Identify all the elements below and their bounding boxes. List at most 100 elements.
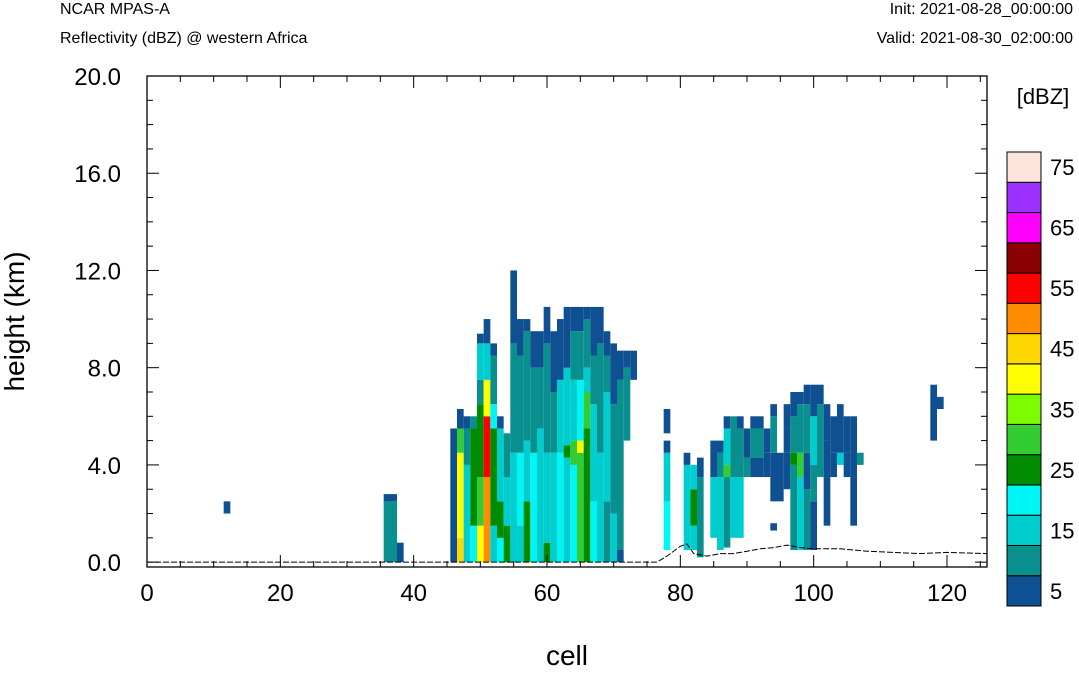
reflectivity-cell [577, 452, 584, 563]
reflectivity-cell [797, 391, 804, 405]
reflectivity-cell [850, 477, 857, 526]
reflectivity-cell [463, 428, 471, 465]
reflectivity-cell [563, 445, 571, 458]
reflectivity-cell [530, 331, 537, 368]
plot-frame [146, 75, 988, 568]
reflectivity-cell [683, 452, 691, 465]
reflectivity-cell [490, 428, 497, 526]
reflectivity-cell [577, 440, 584, 453]
reflectivity-cell [570, 306, 577, 332]
y-axis-title: height (km) [0, 251, 30, 391]
colorbar-label: 25 [1050, 458, 1074, 483]
colorbar-swatch [1006, 514, 1042, 546]
reflectivity-cell [490, 355, 497, 405]
reflectivity-cell [803, 404, 811, 453]
reflectivity-cell [783, 428, 791, 453]
reflectivity-cell [530, 452, 537, 563]
reflectivity-cell [463, 464, 471, 563]
reflectivity-cell [777, 452, 784, 502]
y-tick-label: 20.0 [74, 64, 121, 91]
reflectivity-cell [397, 542, 404, 563]
reflectivity-cell [583, 428, 591, 563]
reflectivity-cell [723, 428, 731, 465]
reflectivity-cell [690, 489, 697, 526]
reflectivity-cell [517, 525, 524, 563]
reflectivity-cell [623, 350, 631, 368]
reflectivity-cell [517, 452, 524, 526]
reflectivity-cell [510, 452, 517, 563]
x-tick-label: 80 [667, 580, 694, 607]
colorbar-swatch [1006, 302, 1042, 335]
reflectivity-cell [770, 523, 777, 531]
x-tick-label: 20 [267, 580, 294, 607]
reflectivity-cell [483, 319, 491, 344]
x-tick-label: 120 [927, 580, 967, 607]
reflectivity-cell [537, 331, 544, 368]
reflectivity-cell [517, 355, 524, 453]
reflectivity-cell [457, 452, 464, 538]
reflectivity-cell [630, 350, 637, 380]
reflectivity-cell [790, 452, 797, 465]
reflectivity-cell [543, 452, 551, 543]
reflectivity-cell [223, 501, 231, 514]
reflectivity-cell [810, 416, 817, 465]
reflectivity-cell [563, 306, 571, 368]
reflectivity-cell [497, 501, 504, 538]
reflectivity-cell [850, 416, 857, 478]
reflectivity-cell [597, 343, 604, 392]
reflectivity-cell [803, 489, 811, 550]
reflectivity-cell [490, 525, 497, 563]
reflectivity-cell [663, 409, 671, 434]
reflectivity-cell [737, 428, 744, 478]
axes: 0 20 40 60 80 100 120 0.0 4.0 8.0 12.0 16.0 20.0 cell… [0, 64, 988, 671]
reflectivity-cell [790, 464, 797, 550]
reflectivity-cell [750, 428, 764, 458]
reflectivity-cell [503, 477, 511, 526]
colorbar-swatch [1006, 272, 1042, 304]
reflectivity-cell [563, 367, 571, 446]
reflectivity-cell [550, 452, 557, 563]
colorbar-swatch [1006, 363, 1042, 395]
reflectivity-cell [610, 513, 617, 563]
reflectivity-cell [723, 477, 731, 548]
init-time: Init: 2021-08-28_00:00:00 [889, 1, 1073, 18]
reflectivity-cell [823, 440, 831, 478]
reflectivity-cell [510, 270, 517, 344]
reflectivity-cell [797, 404, 804, 453]
reflectivity-cell [857, 452, 864, 465]
reflectivity-cell [570, 331, 577, 380]
reflectivity-cell [490, 404, 497, 429]
colorbar-label: 35 [1050, 397, 1074, 422]
reflectivity-cell [477, 404, 484, 478]
field-title: Reflectivity (dBZ) @ western Africa [60, 30, 308, 47]
reflectivity-cell [590, 501, 597, 563]
y-tick-label: 0.0 [88, 550, 121, 577]
reflectivity-cell [823, 477, 831, 526]
colorbar-swatch [1006, 454, 1042, 486]
reflectivity-cell [570, 464, 577, 563]
reflectivity-cell [510, 343, 517, 453]
reflectivity-cell [770, 404, 777, 417]
reflectivity-cell [837, 404, 844, 453]
reflectivity-cell [523, 319, 531, 332]
colorbar-swatch [1006, 151, 1042, 183]
reflectivity-cell [617, 350, 624, 380]
reflectivity-cell [770, 452, 777, 502]
reflectivity-cell [750, 416, 764, 429]
reflectivity-cell [490, 343, 497, 356]
reflectivity-cell [583, 306, 591, 320]
reflectivity-cell [543, 542, 551, 563]
reflectivity-cell [930, 384, 937, 441]
reflectivity-cell [477, 477, 484, 526]
reflectivity-cell [843, 416, 851, 453]
reflectivity-cell [383, 501, 397, 563]
reflectivity-cell [730, 477, 737, 538]
reflectivity-cell [597, 452, 604, 563]
reflectivity-cell [730, 416, 737, 478]
reflectivity-cell [570, 440, 577, 465]
x-tick-label: 40 [400, 580, 427, 607]
terrain-line [147, 543, 988, 563]
colorbar-swatch [1006, 544, 1042, 577]
reflectivity-cell [717, 452, 724, 478]
reflectivity-cell [817, 384, 824, 405]
